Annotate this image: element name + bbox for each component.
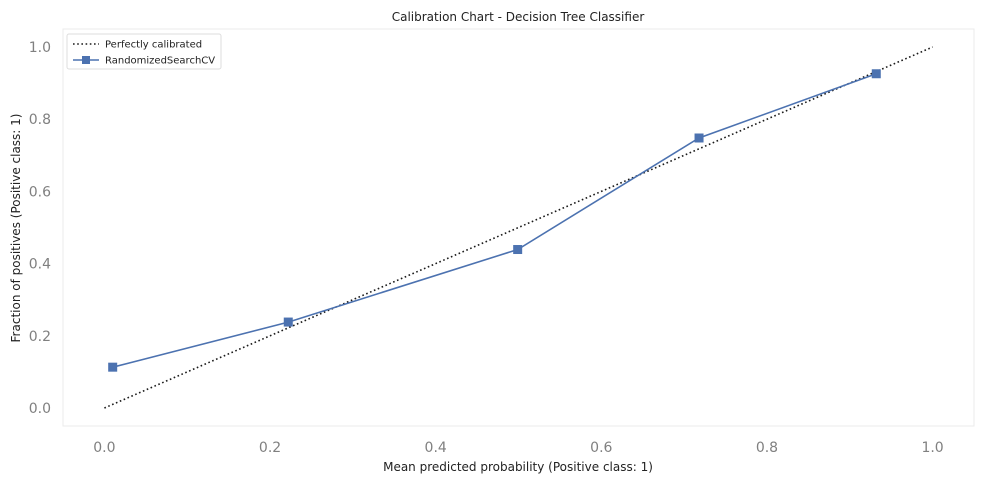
x-tick-label-2: 0.4	[425, 440, 447, 456]
y-tick-label-3: 0.6	[29, 184, 51, 200]
series-1-point-4	[871, 69, 881, 79]
x-tick-label-1: 0.2	[259, 440, 281, 456]
series-1-point-1	[283, 317, 293, 327]
x-tick-label-0: 0.0	[93, 440, 115, 456]
x-axis-label: Mean predicted probability (Positive cla…	[383, 460, 653, 474]
y-axis-label: Fraction of positives (Positive class: 1…	[9, 114, 23, 343]
legend-box	[66, 33, 222, 70]
series-layer	[104, 46, 933, 409]
x-tick-label-4: 0.8	[756, 440, 778, 456]
series-1-point-0	[108, 362, 118, 372]
legend-label-perfect: Perfectly calibrated	[105, 40, 202, 51]
y-tick-label-1: 0.2	[29, 329, 51, 345]
legend-label-randomized: RandomizedSearchCV	[105, 56, 215, 67]
y-tick-label-0: 0.0	[29, 401, 51, 417]
series-1-point-3	[694, 133, 704, 143]
x-tick-labels: 0.0 0.2 0.4 0.6 0.8 1.0	[93, 440, 943, 456]
y-tick-label-4: 0.8	[29, 112, 51, 128]
plot-area	[62, 28, 975, 427]
x-tick-label-3: 0.6	[590, 440, 612, 456]
y-tick-label-2: 0.4	[29, 257, 51, 273]
legend-marker-randomized	[82, 56, 90, 64]
y-tick-labels: 0.0 0.2 0.4 0.6 0.8 1.0	[29, 40, 51, 417]
y-tick-label-5: 1.0	[29, 40, 51, 56]
series-1-point-2	[513, 245, 523, 255]
x-tick-label-5: 1.0	[921, 440, 943, 456]
chart-title: Calibration Chart - Decision Tree Classi…	[392, 10, 645, 24]
legend: Perfectly calibrated RandomizedSearchCV	[66, 33, 222, 70]
series-line-0	[104, 46, 933, 409]
